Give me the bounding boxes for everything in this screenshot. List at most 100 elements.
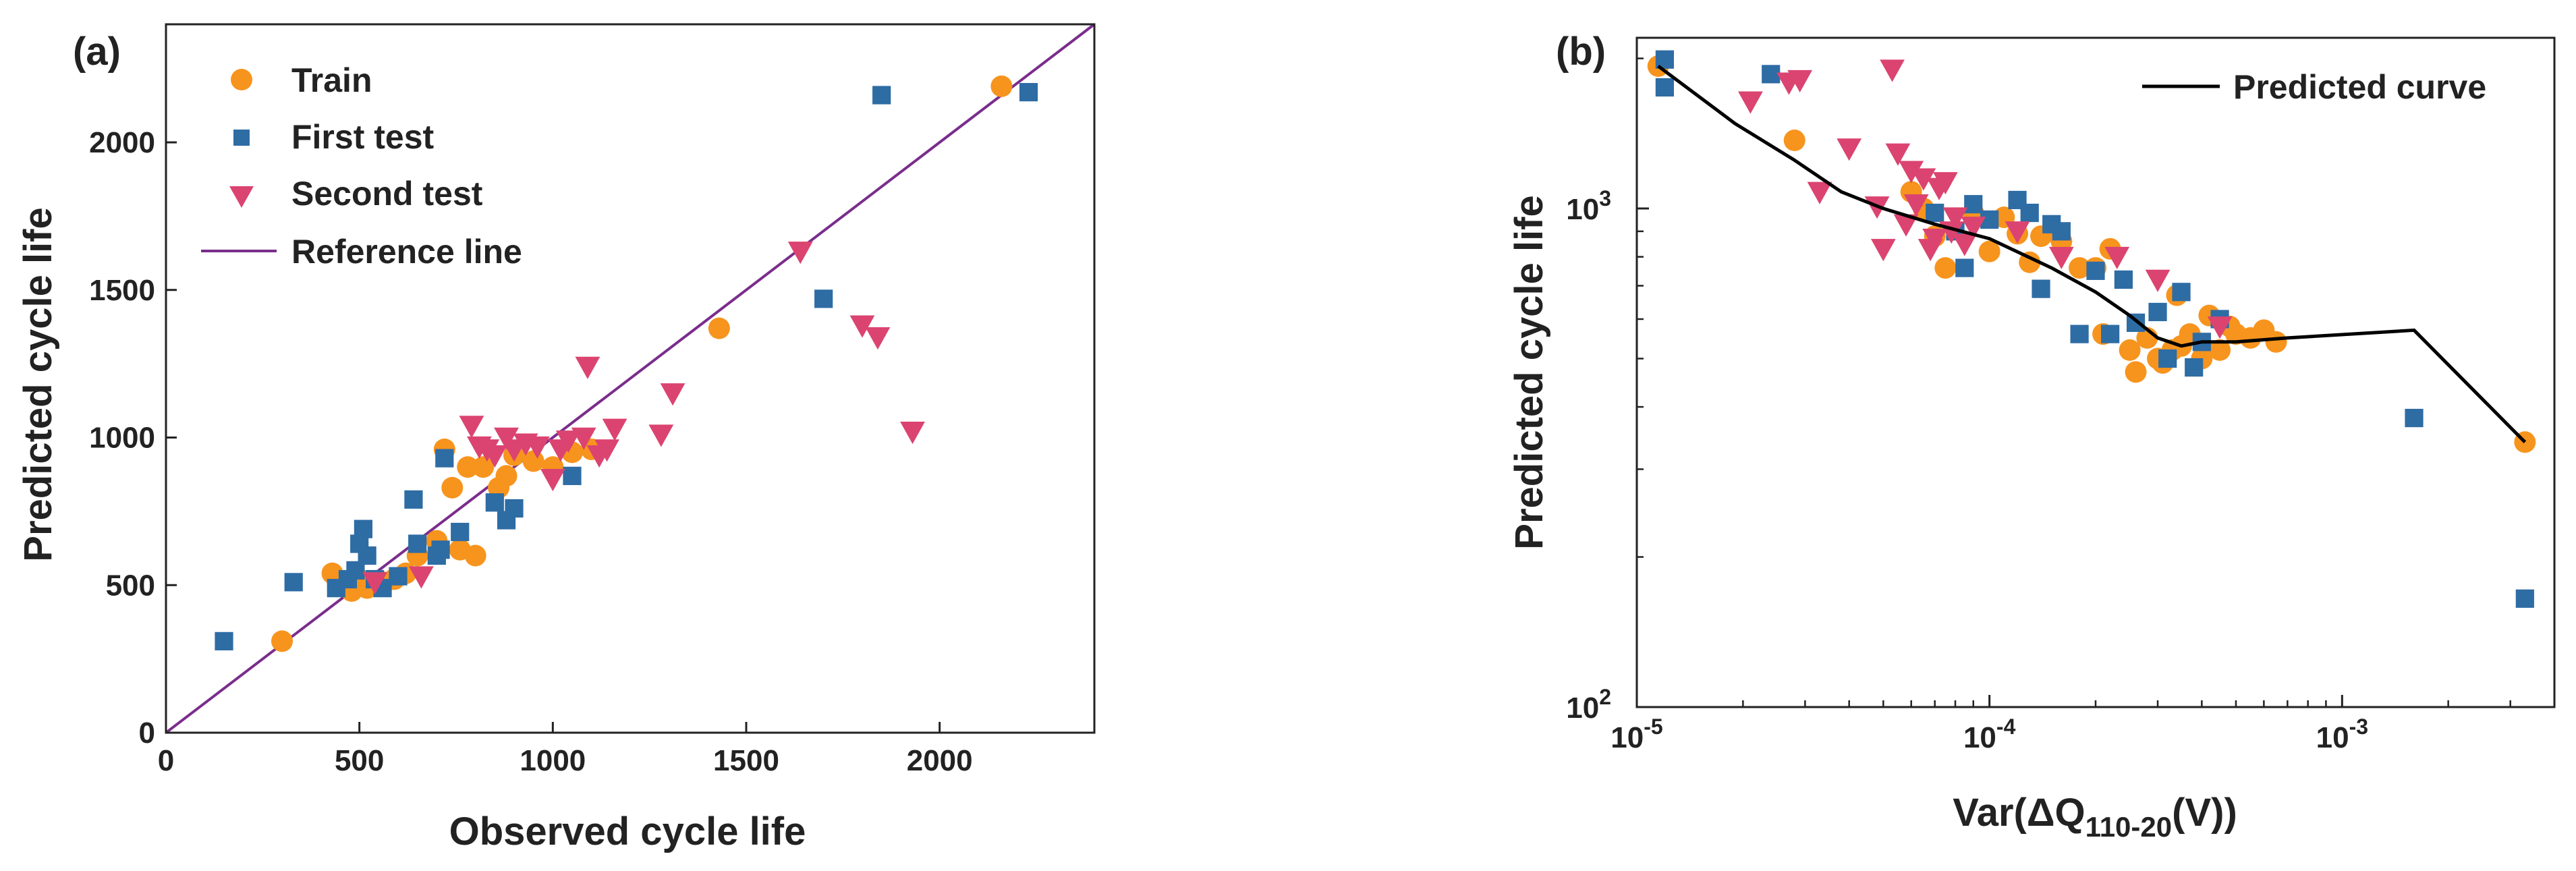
- x-tick-label: 10-3: [2316, 714, 2368, 754]
- second-test-point: [2145, 269, 2171, 292]
- second-test-point: [2207, 316, 2233, 339]
- panel-b-x-axis-title-main: Var(ΔQ: [1953, 791, 2085, 835]
- first-test-point: [2052, 222, 2071, 241]
- train-point: [464, 544, 486, 567]
- second-test-point: [575, 356, 600, 379]
- first-test-point: [2020, 203, 2039, 223]
- panel-b-label: (b): [1556, 30, 1606, 74]
- second-test-point: [1942, 207, 1968, 230]
- train-point: [2069, 257, 2091, 279]
- second-test-point: [660, 383, 685, 406]
- train-point: [271, 630, 293, 652]
- reference-line: [165, 23, 1096, 734]
- first-test-point: [354, 519, 372, 538]
- x-tick-label: 10-4: [1963, 714, 2016, 754]
- first-test-point: [2405, 408, 2424, 428]
- panel-a-y-axis-title: Predicted cycle life: [16, 207, 60, 561]
- legend-train-marker: [231, 69, 252, 90]
- second-test-point: [1922, 229, 1948, 252]
- second-test-point: [555, 430, 581, 453]
- second-test-point: [1961, 217, 1986, 240]
- first-test-point: [2515, 589, 2534, 608]
- second-test-point: [1899, 161, 1924, 184]
- legend-second-test-label: Second test: [291, 175, 483, 213]
- second-test-point: [648, 424, 674, 447]
- panel-a-points: [215, 75, 1038, 652]
- first-test-point: [2032, 279, 2050, 298]
- second-test-point: [1807, 181, 1832, 204]
- legend-first-test-marker: [233, 130, 250, 146]
- legend-reference-label: Reference line: [291, 233, 522, 271]
- first-test-point: [435, 449, 454, 468]
- first-test-point: [1762, 65, 1781, 84]
- second-test-point: [540, 469, 565, 492]
- y-tick-label: 500: [106, 569, 155, 602]
- second-test-point: [362, 572, 387, 595]
- x-tick-label: 2000: [907, 744, 973, 777]
- train-point: [472, 456, 495, 478]
- second-test-point: [787, 242, 813, 264]
- panel-a: (a) 0 500 1000 1500 2000 0 500 1000 1500 2000 Ob…: [16, 23, 1096, 853]
- second-test-point: [1903, 194, 1929, 217]
- train-point: [2209, 339, 2231, 361]
- first-test-point: [1655, 50, 1674, 69]
- panel-b-x-ticks: 10-5 10-4 10-3: [1611, 695, 2368, 754]
- train-point: [495, 465, 517, 487]
- y-tick-label: 1500: [89, 274, 155, 307]
- panel-a-x-ticks: 0 500 1000 1500 2000: [158, 722, 973, 777]
- first-test-point: [505, 499, 524, 518]
- train-point: [990, 75, 1013, 97]
- first-test-point: [215, 631, 233, 650]
- first-test-point: [1964, 195, 1983, 214]
- panel-b-plot-frame: [1635, 36, 2556, 708]
- train-point: [2119, 339, 2141, 361]
- second-test-point: [2048, 246, 2074, 270]
- legend-second-test-marker: [229, 186, 254, 208]
- second-test-point: [1893, 214, 1919, 237]
- panel-a-legend: Train First test Second test Reference l…: [201, 61, 522, 271]
- panel-a-x-axis-title: Observed cycle life: [449, 810, 806, 853]
- x-tick-label: 1500: [713, 744, 779, 777]
- first-test-point: [563, 466, 582, 485]
- first-test-point: [358, 546, 376, 565]
- first-test-point: [2172, 283, 2191, 302]
- panel-b-x-axis-title: Var(ΔQ110-20(V)): [1953, 791, 2237, 843]
- legend-predicted-curve-label: Predicted curve: [2233, 68, 2486, 106]
- first-test-point: [872, 86, 891, 105]
- first-test-point: [1655, 78, 1674, 97]
- train-point: [457, 456, 479, 478]
- train-point: [708, 317, 730, 339]
- panel-b-y-axis-title: Predicted cycle life: [1507, 195, 1551, 549]
- y-tick-label: 102: [1566, 685, 1611, 725]
- y-tick-label: 0: [139, 717, 155, 750]
- first-test-point: [1955, 258, 1974, 277]
- second-test-point: [1738, 91, 1763, 114]
- second-test-point: [1787, 69, 1813, 93]
- panel-b: (b) 10-5 10-4 10-3 102 103 Var(ΔQ110-20(V))…: [1507, 30, 2556, 843]
- panel-b-legend: Predicted curve: [2142, 68, 2486, 106]
- x-tick-label: 500: [335, 744, 384, 777]
- reference-line-group: [165, 23, 1096, 734]
- second-test-point: [1837, 138, 1862, 161]
- panel-b-x-axis-title-end: (V)): [2172, 791, 2237, 835]
- second-test-point: [2005, 221, 2030, 244]
- first-test-point: [389, 567, 408, 586]
- first-test-point: [284, 573, 303, 592]
- legend-train-label: Train: [291, 61, 372, 99]
- panel-a-plot-frame: [165, 23, 1096, 734]
- second-test-point: [1911, 168, 1936, 191]
- x-tick-label: 0: [158, 744, 174, 777]
- first-test-point: [2148, 302, 2167, 322]
- first-test-point: [2101, 325, 2120, 343]
- second-test-point: [1880, 59, 1905, 82]
- first-test-point: [2086, 261, 2105, 280]
- train-point: [1934, 257, 1957, 279]
- panel-b-x-axis-title-subscript: 110-20: [2085, 811, 2172, 843]
- first-test-point: [2114, 270, 2133, 289]
- first-test-point: [814, 289, 833, 308]
- first-test-point: [408, 534, 427, 553]
- second-test-point: [571, 427, 596, 450]
- x-tick-label: 10-5: [1611, 714, 1662, 754]
- first-test-point: [1926, 203, 1944, 223]
- second-test-point: [1952, 233, 1978, 256]
